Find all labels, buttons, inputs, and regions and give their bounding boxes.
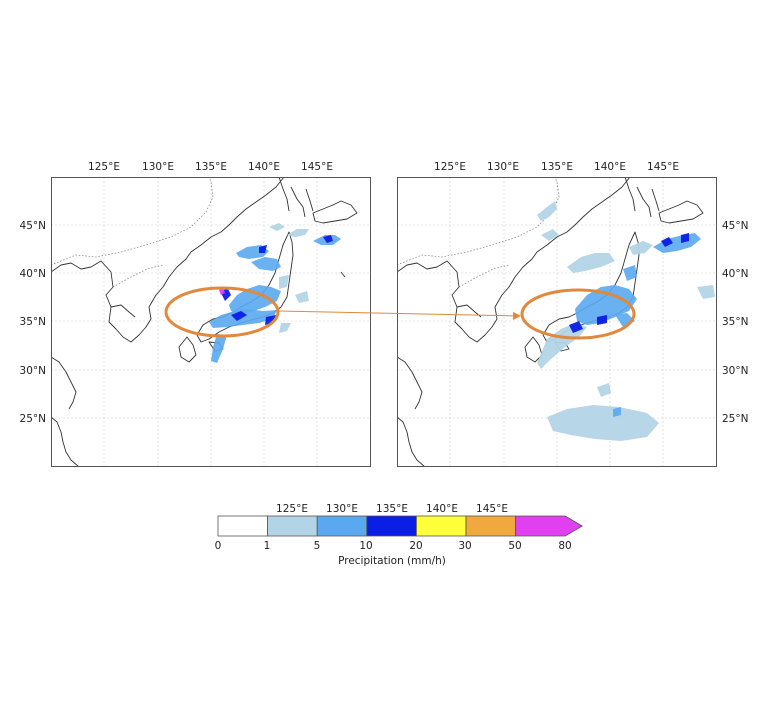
- colorbar-tick: 0: [215, 540, 222, 552]
- connector-arrow: [277, 310, 521, 320]
- colorbar-top-labels: 125°E 130°E 135°E 140°E 145°E: [276, 503, 508, 515]
- colorbar-tick: 50: [508, 540, 521, 552]
- colorbar-top-label: 140°E: [426, 503, 458, 515]
- map-left-lat-labels: 45°N 40°N 35°N 30°N 25°N: [20, 220, 46, 425]
- colorbar-swatch: [267, 515, 318, 537]
- gridlines: [397, 177, 717, 467]
- colorbar-top-label: 125°E: [276, 503, 308, 515]
- lon-label: 125°E: [434, 161, 466, 173]
- colorbar-tick: 30: [458, 540, 471, 552]
- lat-label: 30°N: [20, 365, 46, 377]
- colorbar-top-label: 135°E: [376, 503, 408, 515]
- colorbar-swatch: [465, 515, 516, 537]
- highlight-ellipse-left: [164, 286, 280, 338]
- map-right-lat-labels: 45°N 40°N 35°N 30°N 25°N: [722, 220, 748, 425]
- lon-label: 130°E: [142, 161, 174, 173]
- lon-label: 140°E: [248, 161, 280, 173]
- lat-label: 40°N: [20, 268, 46, 280]
- map-left-frame-content: [51, 177, 371, 467]
- lat-label: 25°N: [20, 413, 46, 425]
- borders: [51, 177, 214, 288]
- colorbar-tick: 10: [359, 540, 372, 552]
- highlight-ellipse-right: [520, 288, 636, 340]
- lat-label: 35°N: [20, 316, 46, 328]
- lat-label: 30°N: [722, 365, 748, 377]
- lon-label: 135°E: [195, 161, 227, 173]
- lon-label: 145°E: [301, 161, 333, 173]
- colorbar-top-label: 130°E: [326, 503, 358, 515]
- precipitation: [209, 223, 341, 363]
- lat-label: 40°N: [722, 268, 748, 280]
- colorbar-tick: 20: [409, 540, 422, 552]
- colorbar-ticks: 0 1 5 10 20 30 50 80: [215, 540, 572, 552]
- colorbar-title: Precipitation (mm/h): [338, 555, 446, 567]
- colorbar-top-label: 145°E: [476, 503, 508, 515]
- map-left-lon-labels: 125°E 130°E 135°E 140°E 145°E: [88, 161, 333, 173]
- colorbar-swatch: [217, 515, 268, 537]
- lon-label: 140°E: [594, 161, 626, 173]
- colorbar-swatches: [217, 515, 583, 537]
- colorbar-swatch: [366, 515, 417, 537]
- colorbar-tick: 1: [264, 540, 271, 552]
- map-right: 125°E 130°E 135°E 140°E 145°E 45°N 40°N …: [397, 161, 748, 467]
- map-right-lon-labels: 125°E 130°E 135°E 140°E 145°E: [434, 161, 679, 173]
- precipitation: [537, 201, 715, 441]
- lon-label: 130°E: [487, 161, 519, 173]
- borders: [397, 177, 560, 288]
- colorbar-tick: 80: [558, 540, 571, 552]
- lon-label: 145°E: [647, 161, 679, 173]
- colorbar-swatch: [515, 515, 583, 537]
- lon-label: 125°E: [88, 161, 120, 173]
- map-left: 125°E 130°E 135°E 140°E 145°E 45°N 40°N …: [20, 161, 371, 467]
- lat-label: 35°N: [722, 316, 748, 328]
- lat-label: 45°N: [722, 220, 748, 232]
- map-right-frame-content: [397, 177, 717, 467]
- lon-label: 135°E: [541, 161, 573, 173]
- colorbar-tick: 5: [314, 540, 321, 552]
- lat-label: 45°N: [20, 220, 46, 232]
- colorbar-swatch: [415, 515, 467, 537]
- colorbar: 125°E 130°E 135°E 140°E 145°E 0 1 5 10 2…: [215, 503, 583, 567]
- lat-label: 25°N: [722, 413, 748, 425]
- colorbar-swatch: [316, 515, 368, 537]
